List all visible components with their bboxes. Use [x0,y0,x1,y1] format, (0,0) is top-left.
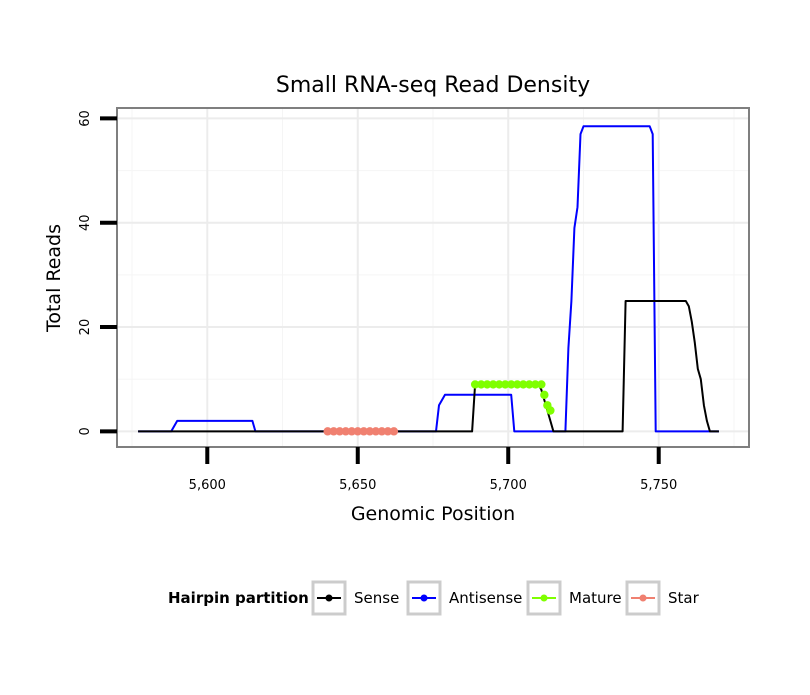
mature-point [476,380,486,389]
y-axis-title: Total Reads [43,224,65,333]
y-tick-label: 20 [78,319,93,336]
x-axis: 5,600 5,650 5,700 5,750 [189,447,677,493]
legend-item-sense: Sense [311,580,399,616]
star-point [371,427,381,436]
x-tick-label: 5,650 [339,478,376,493]
legend-key-point [420,594,428,602]
x-tick-label: 5,750 [640,478,677,493]
legend-item-antisense: Antisense [406,580,522,616]
legend-key-point [639,594,647,602]
star-point [383,427,393,436]
star-point [389,427,399,436]
star-point [347,427,356,436]
mature-point [519,380,528,389]
x-tick-label: 5,700 [490,478,527,493]
legend-item-star: Star [625,580,700,616]
star-point [359,427,368,436]
star-point [329,427,338,436]
y-tick-label: 40 [78,214,93,231]
star-point [365,427,374,436]
mature-point [525,380,534,389]
mature-series-points [470,380,555,415]
mature-point [507,380,516,389]
mature-point [488,380,498,389]
mature-point [501,380,510,389]
y-tick-label: 0 [78,427,93,435]
legend: Hairpin partition Sense Antisense Mature St… [168,580,700,616]
star-point [341,427,350,436]
legend-item-mature: Mature [526,580,622,616]
x-axis-title: Genomic Position [351,503,515,525]
mature-point [531,380,540,389]
legend-label: Mature [569,589,622,607]
legend-key-point [540,594,548,602]
chart-title: Small RNA-seq Read Density [276,73,590,98]
y-axis: 0 20 40 60 [78,110,117,435]
mature-point [540,390,549,400]
x-tick-label: 5,600 [189,478,226,493]
mature-point [546,406,555,415]
legend-label: Star [668,589,700,607]
mature-point [495,380,504,389]
plot-border [116,107,750,448]
mature-point [513,380,522,389]
star-point [335,427,344,436]
series-layer [138,125,719,436]
star-point [323,427,332,436]
legend-key-point [325,594,333,602]
legend-label: Sense [354,589,399,607]
legend-title: Hairpin partition [168,589,309,607]
mature-point [482,380,492,389]
star-point [377,427,387,436]
major-gridlines [117,108,749,447]
star-point [353,427,362,436]
y-tick-label: 60 [78,110,93,127]
mature-point [537,380,546,389]
mature-point [470,380,480,389]
minor-gridlines [117,108,749,447]
star-series-points [323,427,399,436]
legend-label: Antisense [449,589,522,607]
